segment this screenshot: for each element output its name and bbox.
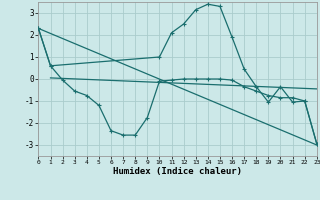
X-axis label: Humidex (Indice chaleur): Humidex (Indice chaleur) xyxy=(113,167,242,176)
